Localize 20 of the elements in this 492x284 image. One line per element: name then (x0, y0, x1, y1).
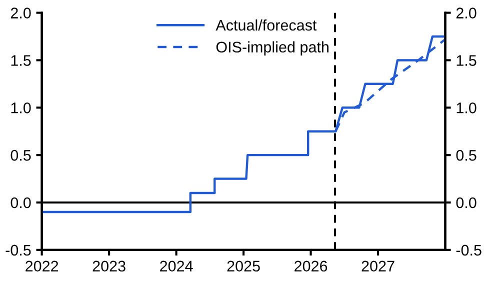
y2-tick-label: 1.0 (456, 102, 476, 114)
y-tick-label: 0.5 (10, 150, 31, 161)
x-tick-label: 2024 (160, 260, 193, 272)
y2-tick-label: 2.0 (456, 8, 476, 18)
legend-label: Actual/forecast (216, 19, 317, 31)
y2-tick-label: 1.5 (456, 55, 476, 66)
y-tick-label: 1.5 (11, 55, 31, 66)
y-tick-label: 2.0 (10, 8, 31, 18)
y2-tick-label: 0.5 (456, 150, 476, 161)
x-tick-label: 2025 (227, 260, 260, 272)
x-tick-label: 2027 (362, 260, 394, 272)
y-tick-label: 0.0 (10, 197, 31, 208)
legend-label: OIS-implied path (216, 41, 328, 56)
x-tick-label: 2023 (92, 260, 126, 272)
x-tick-label: 2026 (294, 260, 328, 272)
y2-tick-label: -0.5 (456, 244, 482, 256)
y-tick-label: 1.0 (11, 102, 31, 114)
y-tick-label: -0.5 (6, 244, 31, 256)
x-tick-label: 2022 (26, 260, 58, 272)
y2-tick-label: 0.0 (456, 197, 476, 208)
